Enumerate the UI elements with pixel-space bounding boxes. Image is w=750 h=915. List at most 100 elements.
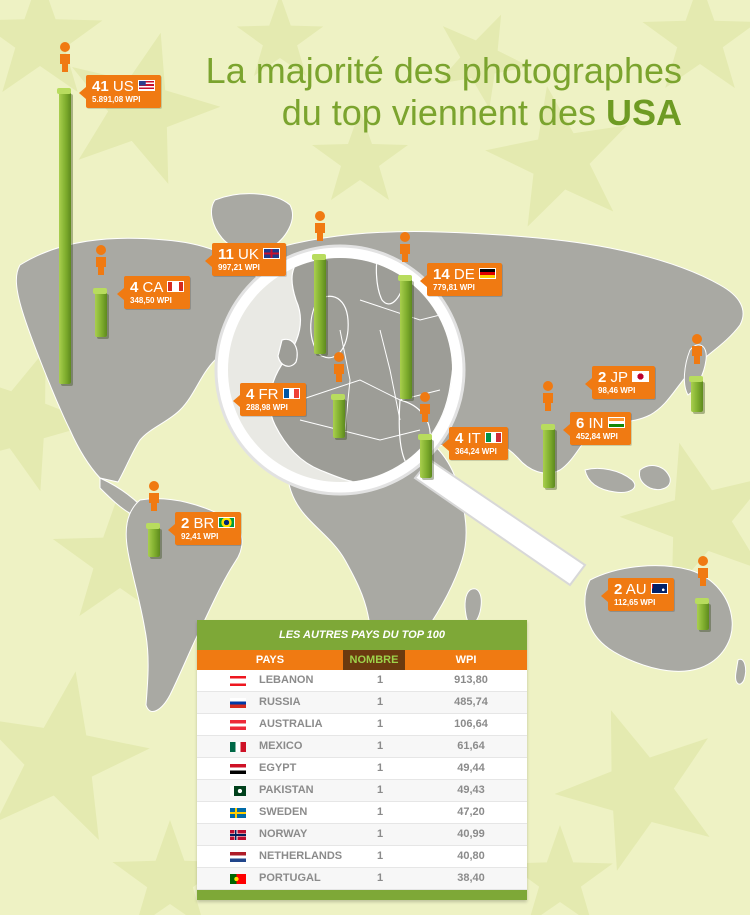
person-icon	[334, 352, 344, 382]
marker-code: AU	[625, 581, 647, 598]
title-line-2: du top viennent des USA	[162, 92, 682, 134]
country-count: 1	[376, 740, 384, 752]
column-header-wpi: WPI	[455, 654, 477, 666]
country-count: 1	[376, 828, 384, 840]
marker-count: 41	[92, 78, 109, 95]
country-name: EGYPT	[259, 762, 297, 774]
marker-count: 2	[598, 369, 607, 386]
country-count: 1	[376, 718, 384, 730]
country-count: 1	[376, 762, 384, 774]
person-icon	[420, 392, 430, 422]
in-flag-icon	[607, 417, 625, 428]
marker-jp: 2 JP 98,46 WPI	[584, 366, 656, 399]
marker-code: UK	[238, 246, 259, 263]
marker-code: FR	[258, 386, 279, 403]
marker-uk: 11 UK 997,21 WPI	[205, 243, 286, 276]
country-wpi: 47,20	[457, 806, 485, 818]
person-icon	[96, 245, 106, 275]
marker-code: JP	[610, 369, 629, 386]
table-heading: LES AUTRES PAYS DU TOP 100	[197, 620, 527, 650]
table-row: NORWAY 1 40,99	[197, 824, 527, 846]
country-count: 1	[376, 784, 384, 796]
netherlands-flag-icon	[230, 851, 246, 862]
mexico-flag-icon	[230, 741, 246, 752]
us-flag-icon	[137, 80, 155, 91]
column-header-nombre: NOMBRE	[343, 650, 405, 670]
country-name: NETHERLANDS	[259, 850, 343, 862]
marker-count: 11	[218, 246, 234, 263]
marker-de: 14 DE 779,81 WPI	[420, 263, 502, 296]
page-title: La majorité des photographes du top vien…	[162, 50, 682, 134]
bar-ca	[93, 288, 107, 337]
country-name: PAKISTAN	[259, 784, 314, 796]
country-wpi: 61,64	[457, 740, 485, 752]
marker-code: CA	[142, 279, 164, 296]
table-row: RUSSIA 1 485,74	[197, 692, 527, 714]
person-icon	[149, 481, 159, 511]
country-name: AUSTRALIA	[259, 718, 323, 730]
marker-wpi: 98,46 WPI	[598, 386, 636, 395]
marker-wpi: 288,98 WPI	[246, 403, 288, 412]
country-name: NORWAY	[259, 828, 308, 840]
bar-fr	[331, 394, 345, 438]
marker-au: 2 AU 112,65 WPI	[601, 578, 674, 611]
marker-wpi: 997,21 WPI	[218, 263, 260, 272]
country-wpi: 40,80	[457, 850, 485, 862]
sweden-flag-icon	[230, 807, 246, 818]
table-row: PAKISTAN 1 49,43	[197, 780, 527, 802]
table-row: NETHERLANDS 1 40,80	[197, 846, 527, 868]
norway-flag-icon	[230, 829, 246, 840]
marker-count: 4	[130, 279, 139, 296]
fr-flag-icon	[282, 388, 300, 399]
table-footer	[197, 890, 527, 900]
table-row: SWEDEN 1 47,20	[197, 802, 527, 824]
au-flag-icon	[650, 583, 668, 594]
country-wpi: 106,64	[454, 718, 488, 730]
bar-it	[418, 434, 432, 478]
lebanon-flag-icon	[230, 675, 246, 686]
pakistan-flag-icon	[230, 785, 246, 796]
country-wpi: 49,43	[457, 784, 485, 796]
uk-flag-icon	[262, 248, 280, 259]
jp-flag-icon	[632, 371, 650, 382]
marker-count: 14	[433, 266, 450, 283]
country-name: RUSSIA	[259, 696, 301, 708]
marker-ca: 4 CA 348,50 WPI	[116, 276, 191, 309]
bar-au	[695, 598, 709, 630]
person-icon	[60, 42, 70, 72]
person-icon	[400, 232, 410, 262]
table-row: EGYPT 1 49,44	[197, 758, 527, 780]
table-row: PORTUGAL 1 38,40	[197, 868, 527, 890]
person-icon	[692, 334, 702, 364]
table-header-row: PAYS NOMBRE WPI	[197, 650, 527, 670]
russia-flag-icon	[230, 697, 246, 708]
marker-wpi: 112,65 WPI	[614, 598, 656, 607]
country-wpi: 38,40	[457, 872, 485, 884]
title-line-1: La majorité des photographes	[205, 50, 682, 91]
marker-wpi: 5.891,08 WPI	[92, 95, 141, 104]
other-countries-table: LES AUTRES PAYS DU TOP 100 PAYS NOMBRE W…	[197, 620, 527, 900]
bar-in	[541, 424, 555, 488]
marker-count: 4	[246, 386, 255, 403]
br-flag-icon	[218, 517, 236, 528]
ca-flag-icon	[167, 281, 185, 292]
table-row: AUSTRALIA 1 106,64	[197, 714, 527, 736]
austria-flag-icon	[230, 719, 246, 730]
marker-wpi: 364,24 WPI	[455, 447, 497, 456]
marker-code: BR	[193, 515, 215, 532]
marker-count: 2	[614, 581, 623, 598]
bar-de	[398, 275, 412, 399]
marker-wpi: 452,84 WPI	[576, 432, 618, 441]
country-wpi: 40,99	[457, 828, 485, 840]
marker-in: 6 IN 452,84 WPI	[563, 412, 631, 445]
marker-fr: 4 FR 288,98 WPI	[233, 383, 306, 416]
country-count: 1	[376, 696, 384, 708]
bar-br	[146, 523, 160, 557]
it-flag-icon	[484, 432, 502, 443]
marker-it: 4 IT 364,24 WPI	[442, 427, 508, 460]
marker-count: 6	[576, 415, 585, 432]
country-wpi: 49,44	[457, 762, 485, 774]
country-count: 1	[376, 850, 384, 862]
marker-br: 2 BR 92,41 WPI	[167, 512, 242, 545]
country-wpi: 913,80	[454, 674, 488, 686]
